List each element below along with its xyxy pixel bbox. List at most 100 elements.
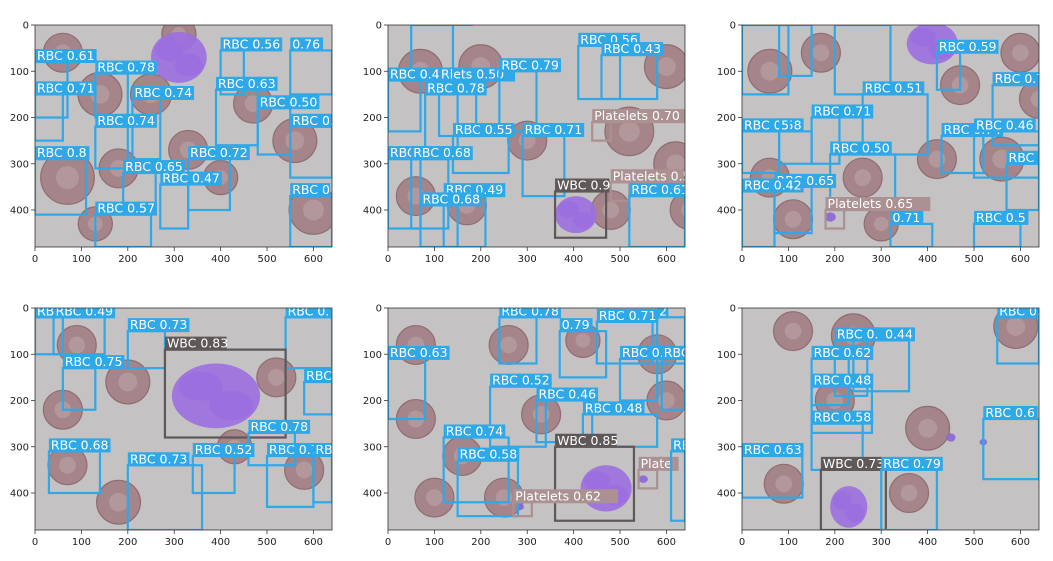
- red-blood-cell: [1000, 32, 1039, 73]
- detection-label: RBC 0.50: [260, 94, 318, 109]
- label-background: [123, 160, 185, 174]
- label-background: [1006, 150, 1039, 165]
- detection-rbc: RBC 0.43: [600, 41, 664, 101]
- detection-platelets: Platelets 0.70: [591, 108, 685, 142]
- x-tick-label: 300: [518, 537, 537, 548]
- detection-label: RBC 0.45: [390, 67, 448, 82]
- label-background: [620, 345, 668, 360]
- red-blood-cell: [772, 311, 814, 352]
- white-blood-cell: [830, 486, 868, 528]
- detection-label: RBC 0.5: [976, 210, 1026, 225]
- label-background: [192, 443, 255, 457]
- y-tick-label: 400: [10, 489, 29, 500]
- detection-wbc: WBC 0.83: [163, 336, 287, 439]
- detection-rbc: RBC 0.73: [126, 317, 190, 370]
- detection-label: RBC: [664, 345, 690, 360]
- detection-label: RBC 0.62: [814, 345, 872, 360]
- detection-label: RBC 0.43: [603, 41, 661, 56]
- x-tick-label: 200: [118, 254, 137, 265]
- detection-rbc: RBC 0.42: [742, 178, 804, 247]
- red-blood-cell: [256, 357, 297, 398]
- detection-label: Plate: [641, 456, 673, 471]
- label-background: [95, 113, 157, 128]
- label-background: [443, 424, 506, 439]
- label-background: [596, 308, 659, 323]
- detection-rbc: RBC 0.61: [628, 182, 685, 247]
- detection-label: WBC 0.73: [823, 456, 884, 471]
- detection-wbc: WBC 0.73: [819, 456, 887, 530]
- label-background: [388, 345, 450, 360]
- red-blood-cell: [1018, 78, 1039, 120]
- detection-rbc: RBC 0.59: [935, 39, 999, 91]
- x-tick-label: 100: [779, 254, 798, 265]
- label-background: [779, 25, 805, 26]
- detection-rbc: RBC 0.79: [880, 456, 943, 530]
- detection-rbc: RBC 0.78: [94, 60, 157, 119]
- label-background: [290, 37, 324, 52]
- x-tick-label: 200: [471, 254, 490, 265]
- label-background: [742, 178, 804, 193]
- x-tick-label: 600: [1011, 537, 1030, 548]
- y-tick-label: 100: [717, 350, 736, 361]
- detection-rbc: RBC 0.52: [191, 442, 255, 495]
- platelet: [638, 475, 648, 483]
- label-background: [811, 373, 874, 388]
- detection-rbc: 0.76: [289, 36, 332, 96]
- detection-label: 0.79: [562, 317, 590, 332]
- x-tick-label: 600: [657, 254, 676, 265]
- y-tick-label: 0: [23, 21, 29, 32]
- label-background: [95, 201, 157, 216]
- detection-platelets: Platelets 0.62: [512, 488, 619, 518]
- red-blood-cell: [488, 324, 529, 366]
- label-background: [304, 369, 332, 383]
- label-background: [592, 109, 685, 124]
- detection-label: RBC 0.74: [97, 113, 155, 128]
- red-blood-cell: [905, 405, 951, 451]
- label-background: [411, 146, 473, 161]
- detection-rbc: RBC 0.63: [742, 442, 804, 499]
- x-tick-label: 300: [872, 254, 891, 265]
- detection-label: RBC 0.75: [65, 354, 123, 369]
- detection-rbc: RBC 0: [289, 182, 332, 247]
- detection-rbc: 0.79: [558, 317, 608, 379]
- label-background: [862, 81, 925, 96]
- detection-rbc: RBC 0.: [618, 345, 668, 402]
- detection-rbc: .52: [778, 25, 813, 77]
- red-blood-cell: [842, 157, 883, 198]
- detection-label: RBC 0.58: [814, 410, 872, 425]
- micrograph-image: RBC 0.48.52 BC 0.71 RBC 0.59 RBC 0.7 RBC 0.5…: [742, 25, 1039, 247]
- red-blood-cell: [105, 359, 151, 405]
- detection-rbc: 0.71: [889, 210, 934, 247]
- label-background: [661, 345, 685, 360]
- x-tick-label: 200: [471, 537, 490, 548]
- red-blood-cell: [414, 477, 455, 518]
- detection-rbc: RBC: [669, 437, 685, 522]
- red-blood-cell: [888, 472, 930, 514]
- detection-label: RBC 0.49: [56, 303, 114, 318]
- detection-rbc: RBC 0.74: [131, 85, 195, 161]
- detection-label: Platelets 0.70: [594, 108, 680, 123]
- detection-rbc: RBC 0.48: [742, 25, 804, 96]
- y-tick-label: 200: [717, 396, 736, 407]
- detection-label: RBC 0.79: [501, 57, 559, 72]
- red-blood-cell: [288, 185, 332, 235]
- label-background: [811, 410, 874, 425]
- detection-rbc: RBC 0.63: [214, 76, 278, 147]
- label-background: [671, 438, 685, 453]
- y-tick-label: 400: [363, 206, 382, 217]
- label-background: [834, 327, 883, 342]
- label-background: [811, 345, 874, 360]
- label-background: [53, 308, 116, 319]
- detection-rbc: RBC 0.58: [456, 447, 520, 518]
- label-background: [779, 118, 791, 133]
- x-tick-label: 400: [918, 537, 937, 548]
- detection-rbc: RBC 0.68: [419, 191, 483, 247]
- x-tick-label: 0: [385, 254, 391, 265]
- y-tick-label: 200: [363, 396, 382, 407]
- red-blood-cell: [96, 479, 142, 525]
- detection-label: RBC 0.42: [744, 178, 802, 193]
- detection-rbc: RBC 0: [303, 368, 332, 416]
